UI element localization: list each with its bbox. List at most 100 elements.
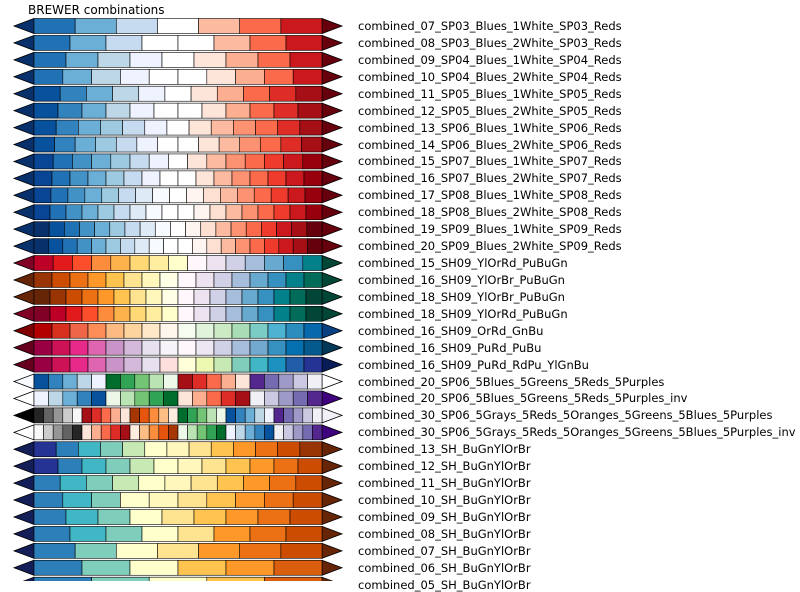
color-swatch <box>206 492 236 508</box>
color-swatch <box>220 390 236 407</box>
color-swatch <box>235 390 251 407</box>
colorbar-3 <box>12 51 344 68</box>
color-swatch <box>105 35 143 51</box>
color-swatch <box>33 441 57 458</box>
color-swatch <box>138 475 166 491</box>
color-swatch <box>235 407 246 424</box>
under-triangle <box>12 356 35 373</box>
color-swatch <box>303 272 323 288</box>
color-swatch <box>264 68 294 85</box>
color-swatch <box>33 322 53 339</box>
color-swatch <box>120 68 150 85</box>
color-swatch <box>216 475 244 491</box>
color-swatch <box>291 221 308 237</box>
color-swatch <box>33 424 44 441</box>
color-swatch <box>115 543 158 559</box>
color-swatch <box>74 18 117 34</box>
color-swatch <box>69 526 107 542</box>
color-swatch <box>225 424 236 441</box>
color-swatch <box>52 153 73 170</box>
under-triangle <box>12 85 35 102</box>
color-swatch <box>220 373 236 390</box>
color-swatch <box>97 509 131 525</box>
color-swatch <box>62 373 78 390</box>
color-swatch <box>239 136 261 153</box>
colorbar-label: combined_15_SP07_Blues_1White_SP07_Reds <box>358 154 622 169</box>
color-swatch <box>148 373 164 390</box>
color-swatch <box>120 373 136 390</box>
color-swatch <box>100 119 123 136</box>
color-swatch <box>200 221 217 237</box>
color-swatch <box>285 339 305 356</box>
colorbar-label: combined_19_SP09_Blues_1White_SP09_Reds <box>358 222 622 237</box>
color-swatch <box>33 543 76 559</box>
color-swatch <box>249 170 269 187</box>
color-swatch <box>115 136 138 153</box>
color-swatch <box>48 373 64 390</box>
color-swatch <box>273 458 299 474</box>
colorbar-label: combined_16_SH09_YlOrBr_PuBuGn <box>358 272 565 287</box>
color-swatch <box>264 255 284 271</box>
under-triangle <box>12 17 35 35</box>
color-swatch <box>91 576 150 581</box>
color-swatch <box>97 52 131 68</box>
color-swatch <box>113 289 131 305</box>
color-swatch <box>64 221 80 237</box>
over-triangle <box>321 542 344 559</box>
color-swatch <box>269 475 297 491</box>
color-swatch <box>141 170 161 187</box>
color-swatch <box>76 373 92 390</box>
color-swatch <box>33 187 52 204</box>
color-swatch <box>62 492 92 508</box>
colorbar-15 <box>12 254 344 272</box>
color-swatch <box>33 407 44 424</box>
color-swatch <box>285 356 305 373</box>
color-swatch <box>302 424 313 441</box>
colorbar-label: combined_13_SP06_Blues_1White_SP06_Reds <box>358 120 622 135</box>
color-swatch <box>148 424 160 441</box>
color-swatch <box>177 68 208 85</box>
color-swatch <box>225 52 259 68</box>
over-triangle <box>321 153 344 170</box>
color-swatch <box>59 475 87 491</box>
color-swatch <box>301 136 323 153</box>
color-swatch <box>192 238 208 254</box>
color-swatch <box>299 441 323 458</box>
color-swatch <box>192 390 208 407</box>
color-swatch <box>33 204 51 221</box>
color-swatch <box>161 52 195 68</box>
color-swatch <box>206 407 217 424</box>
color-swatch <box>105 322 125 339</box>
color-swatch <box>292 424 304 441</box>
color-swatch <box>43 407 54 424</box>
under-triangle <box>12 407 35 424</box>
color-swatch <box>101 187 120 204</box>
color-swatch <box>243 85 270 102</box>
colorbar-14 <box>12 238 344 255</box>
color-swatch <box>157 18 199 34</box>
color-swatch <box>186 187 204 204</box>
color-swatch <box>289 509 323 525</box>
color-swatch <box>159 322 179 339</box>
color-swatch <box>254 407 265 424</box>
color-swatch <box>76 238 92 254</box>
color-swatch <box>259 136 282 153</box>
color-swatch <box>264 390 280 407</box>
color-swatch <box>59 85 87 102</box>
color-swatch <box>264 492 294 508</box>
colorbar-label: combined_20_SP06_5Blues_5Greens_5Reds_5P… <box>358 391 688 406</box>
color-swatch <box>123 272 143 288</box>
over-triangle <box>321 254 344 272</box>
color-swatch <box>233 119 256 136</box>
color-swatch <box>33 170 53 187</box>
under-triangle <box>12 508 35 526</box>
color-swatch <box>295 85 323 102</box>
over-triangle <box>321 441 344 458</box>
color-swatch <box>188 119 212 136</box>
over-triangle <box>321 271 344 289</box>
color-swatch <box>97 289 115 305</box>
color-swatch <box>264 373 280 390</box>
over-triangle <box>321 170 344 187</box>
color-swatch <box>100 407 112 424</box>
color-swatch <box>170 221 186 237</box>
